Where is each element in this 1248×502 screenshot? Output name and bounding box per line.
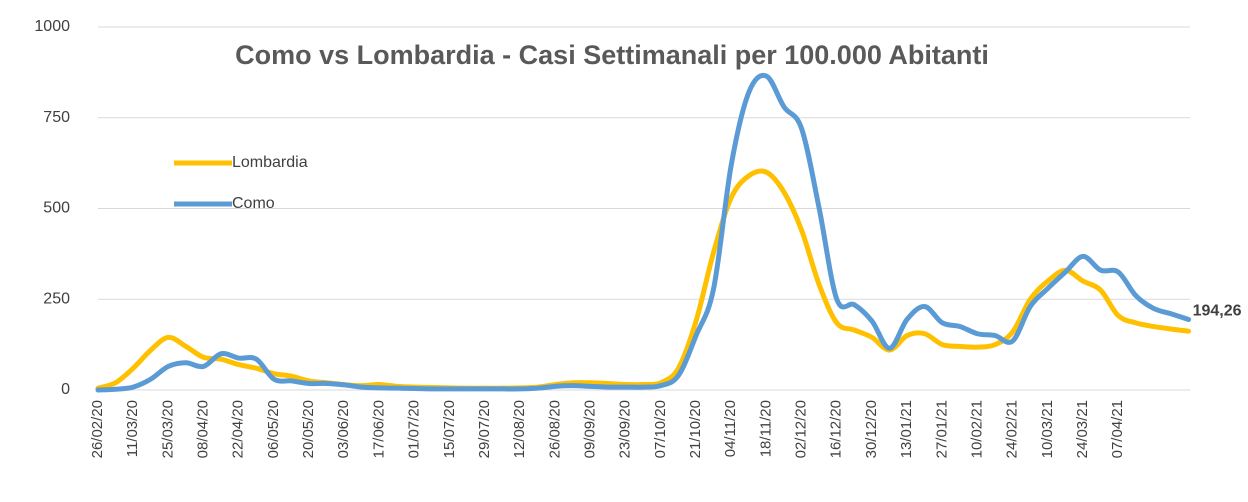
x-tick-label: 02/12/20: [793, 400, 810, 458]
x-tick-label: 23/09/20: [617, 400, 634, 458]
x-tick-label: 03/06/20: [335, 400, 352, 458]
x-tick-label: 11/03/20: [124, 400, 141, 457]
y-tick-label: 750: [43, 109, 70, 126]
x-tick-label: 22/04/20: [230, 400, 247, 458]
y-tick-label: 500: [43, 200, 70, 217]
x-tick-label: 24/02/21: [1004, 400, 1021, 458]
x-tick-label: 16/12/20: [828, 400, 845, 458]
x-tick-label: 07/04/21: [1109, 400, 1126, 458]
x-tick-label: 18/11/20: [757, 400, 774, 457]
data-label: 194,26: [1193, 303, 1242, 320]
series-line: [95, 72, 1192, 393]
x-tick-label: 13/01/21: [898, 400, 915, 458]
x-tick-label: 25/03/20: [159, 400, 176, 458]
x-tick-label: 17/06/20: [370, 400, 387, 458]
x-tick-label: 09/09/20: [581, 400, 598, 458]
x-tick-label: 06/05/20: [265, 400, 282, 458]
x-tick-label: 26/02/20: [89, 400, 106, 458]
x-tick-label: 15/07/20: [441, 400, 458, 458]
x-tick-label: 24/03/21: [1074, 400, 1091, 458]
chart-title: Como vs Lombardia - Casi Settimanali per…: [235, 40, 989, 70]
x-tick-label: 04/11/20: [722, 400, 739, 457]
x-tick-label: 27/01/21: [933, 400, 950, 458]
legend-label: Lombardia: [232, 154, 308, 171]
x-tick-label: 10/03/21: [1039, 400, 1056, 458]
x-tick-label: 20/05/20: [300, 400, 317, 458]
x-tick-label: 10/02/21: [968, 400, 985, 458]
x-tick-label: 01/07/20: [406, 400, 423, 458]
x-tick-label: 26/08/20: [546, 400, 563, 458]
x-tick-label: 12/08/20: [511, 400, 528, 458]
y-tick-label: 0: [61, 381, 70, 398]
legend-label: Como: [232, 195, 275, 212]
x-tick-label: 30/12/20: [863, 400, 880, 458]
x-tick-label: 08/04/20: [195, 400, 212, 458]
x-tick-label: 29/07/20: [476, 400, 493, 458]
x-tick-label: 07/10/20: [652, 400, 669, 458]
series-line: [95, 168, 1192, 391]
y-tick-label: 250: [43, 290, 70, 307]
y-tick-label: 1000: [34, 18, 70, 35]
x-tick-label: 21/10/20: [687, 400, 704, 458]
